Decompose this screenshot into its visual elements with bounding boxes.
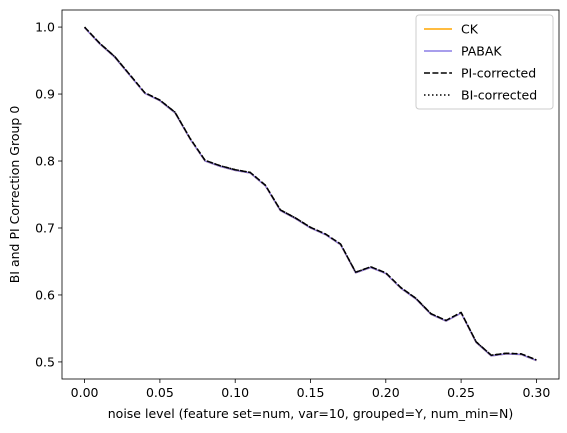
legend-label: PABAK — [461, 44, 502, 59]
y-axis: 0.5 0.6 0.7 0.8 0.9 1.0 — [35, 20, 62, 369]
legend-label: BI-corrected — [461, 88, 537, 103]
y-axis-label: BI and PI Correction Group 0 — [7, 106, 22, 284]
legend-box — [415, 14, 554, 110]
x-tick-label: 0.10 — [221, 385, 249, 400]
y-tick-label: 0.5 — [35, 354, 55, 369]
series-layer — [84, 26, 537, 362]
x-axis: 0.00 0.05 0.10 0.15 0.20 0.25 0.30 — [71, 379, 550, 400]
y-tick-label: 0.7 — [35, 220, 55, 235]
y-tick-label: 1.0 — [35, 20, 55, 35]
y-tick-label: 0.6 — [35, 287, 55, 302]
series-line-bi-corrected — [84, 26, 537, 361]
x-tick-label: 0.30 — [522, 385, 550, 400]
legend: CK PABAK PI-corrected BI-corrected — [415, 14, 554, 110]
x-tick-label: 0.05 — [146, 385, 174, 400]
x-tick-label: 0.15 — [297, 385, 325, 400]
legend-label: PI-corrected — [461, 66, 536, 81]
y-tick-label: 0.9 — [35, 87, 55, 102]
x-tick-label: 0.20 — [372, 385, 400, 400]
x-tick-label: 0.00 — [71, 385, 99, 400]
x-axis-label: noise level (feature set=num, var=10, gr… — [108, 406, 514, 421]
y-tick-label: 0.8 — [35, 154, 55, 169]
x-tick-label: 0.25 — [447, 385, 475, 400]
legend-label: CK — [461, 22, 479, 37]
